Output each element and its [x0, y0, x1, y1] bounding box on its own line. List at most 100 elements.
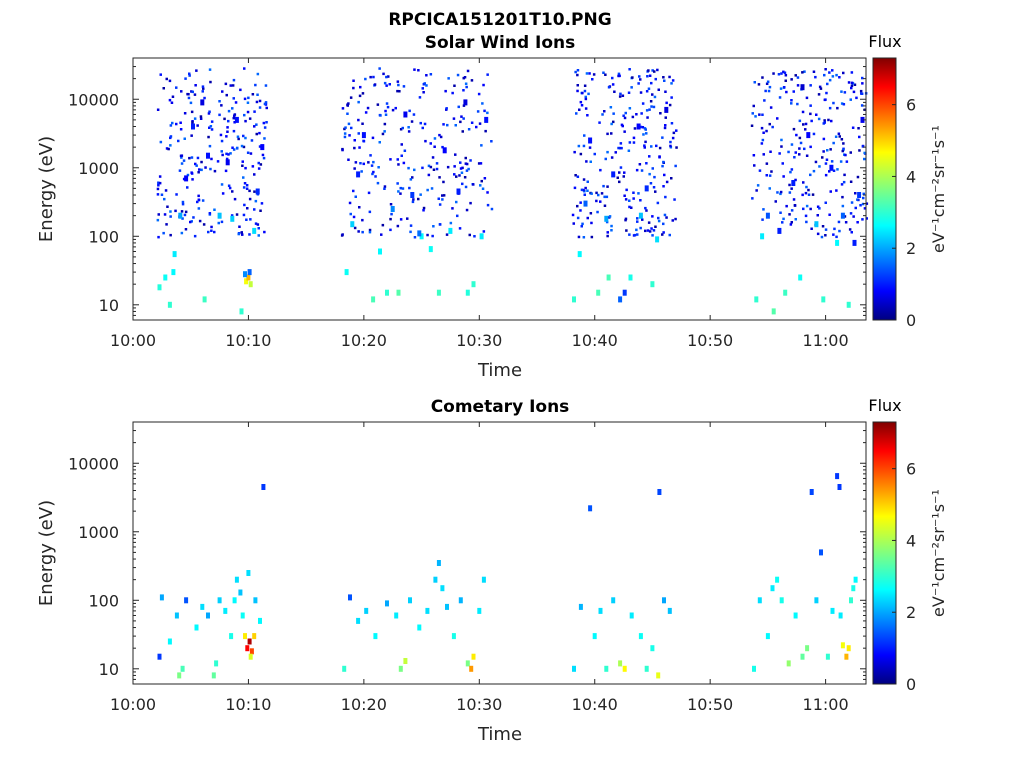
flux-speck — [225, 152, 228, 156]
flux-speck — [171, 95, 175, 98]
flux-speck — [352, 189, 355, 193]
flux-speck — [239, 88, 242, 92]
flux-speck — [617, 72, 621, 76]
flux-speck — [343, 132, 347, 135]
flux-cell — [809, 489, 814, 495]
flux-speck — [438, 203, 442, 206]
flux-speck — [628, 199, 631, 202]
flux-speck — [473, 235, 476, 238]
flux-speck — [828, 213, 831, 216]
flux-speck — [793, 204, 797, 207]
flux-speck — [831, 69, 834, 72]
flux-speck — [778, 152, 781, 155]
flux-speck — [156, 218, 160, 222]
flux-speck — [457, 105, 460, 109]
flux-speck — [816, 232, 820, 236]
flux-speck — [805, 204, 809, 208]
flux-speck — [359, 162, 362, 165]
flux-speck — [186, 92, 189, 96]
flux-speck — [620, 146, 623, 150]
flux-speck — [480, 179, 483, 183]
flux-speck — [243, 67, 246, 70]
flux-speck — [850, 81, 854, 85]
flux-speck — [367, 161, 370, 164]
flux-speck — [225, 93, 228, 97]
flux-speck — [258, 99, 262, 103]
flux-speck — [243, 97, 247, 101]
flux-speck — [612, 120, 615, 124]
flux-speck — [785, 90, 788, 94]
flux-cell — [618, 296, 623, 303]
flux-speck — [805, 96, 809, 100]
flux-speck — [639, 125, 643, 129]
flux-speck — [470, 121, 474, 124]
flux-speck — [486, 191, 489, 194]
flux-speck — [850, 71, 854, 74]
flux-speck — [852, 90, 856, 94]
flux-speck — [579, 209, 582, 212]
flux-speck — [422, 91, 425, 94]
flux-speck — [761, 76, 764, 79]
flux-speck — [578, 108, 581, 111]
flux-speck — [490, 140, 493, 143]
flux-speck — [645, 90, 649, 93]
flux-speck — [201, 199, 205, 202]
flux-speck — [622, 175, 625, 178]
flux-speck — [429, 165, 433, 169]
flux-speck — [610, 229, 613, 232]
flux-speck — [611, 76, 614, 80]
flux-speck — [576, 73, 579, 77]
flux-speck — [606, 150, 609, 154]
flux-speck — [862, 196, 865, 200]
flux-cell — [385, 289, 389, 296]
flux-speck — [445, 233, 449, 236]
flux-speck — [842, 142, 845, 145]
flux-speck — [765, 174, 768, 177]
flux-speck — [763, 99, 766, 102]
flux-speck — [165, 223, 168, 226]
flux-speck — [639, 226, 642, 230]
flux-speck — [658, 155, 661, 158]
flux-speck — [227, 184, 231, 187]
flux-speck — [380, 233, 383, 236]
flux-speck — [762, 153, 765, 156]
flux-speck — [645, 162, 648, 165]
flux-speck — [826, 82, 829, 86]
flux-speck — [611, 83, 615, 86]
flux-cell — [830, 607, 835, 614]
flux-speck — [836, 106, 839, 110]
flux-speck — [768, 187, 771, 190]
flux-cell — [419, 233, 424, 240]
flux-speck — [610, 132, 613, 135]
flux-cell — [592, 633, 597, 640]
flux-speck — [244, 119, 247, 123]
flux-speck — [782, 175, 785, 178]
flux-speck — [803, 147, 806, 151]
flux-speck — [364, 77, 367, 81]
flux-speck — [661, 164, 664, 168]
x-tick-label: 10:50 — [687, 331, 733, 350]
flux-speck — [654, 225, 657, 228]
flux-cell — [860, 116, 865, 123]
flux-speck — [432, 225, 435, 228]
flux-speck — [430, 187, 434, 190]
flux-speck — [231, 84, 235, 87]
flux-speck — [842, 71, 845, 75]
flux-speck — [246, 101, 250, 104]
flux-speck — [385, 75, 388, 79]
flux-speck — [753, 164, 756, 167]
flux-speck — [832, 233, 835, 236]
flux-speck — [799, 141, 803, 145]
flux-speck — [456, 73, 460, 77]
flux-cell — [171, 269, 176, 276]
flux-speck — [419, 193, 422, 196]
flux-speck — [241, 233, 244, 236]
flux-cell — [229, 633, 234, 640]
flux-speck — [352, 79, 355, 82]
flux-speck — [253, 110, 256, 113]
flux-speck — [821, 156, 824, 159]
flux-speck — [389, 158, 392, 161]
flux-speck — [652, 105, 656, 109]
flux-speck — [590, 192, 593, 195]
flux-speck — [597, 193, 600, 197]
